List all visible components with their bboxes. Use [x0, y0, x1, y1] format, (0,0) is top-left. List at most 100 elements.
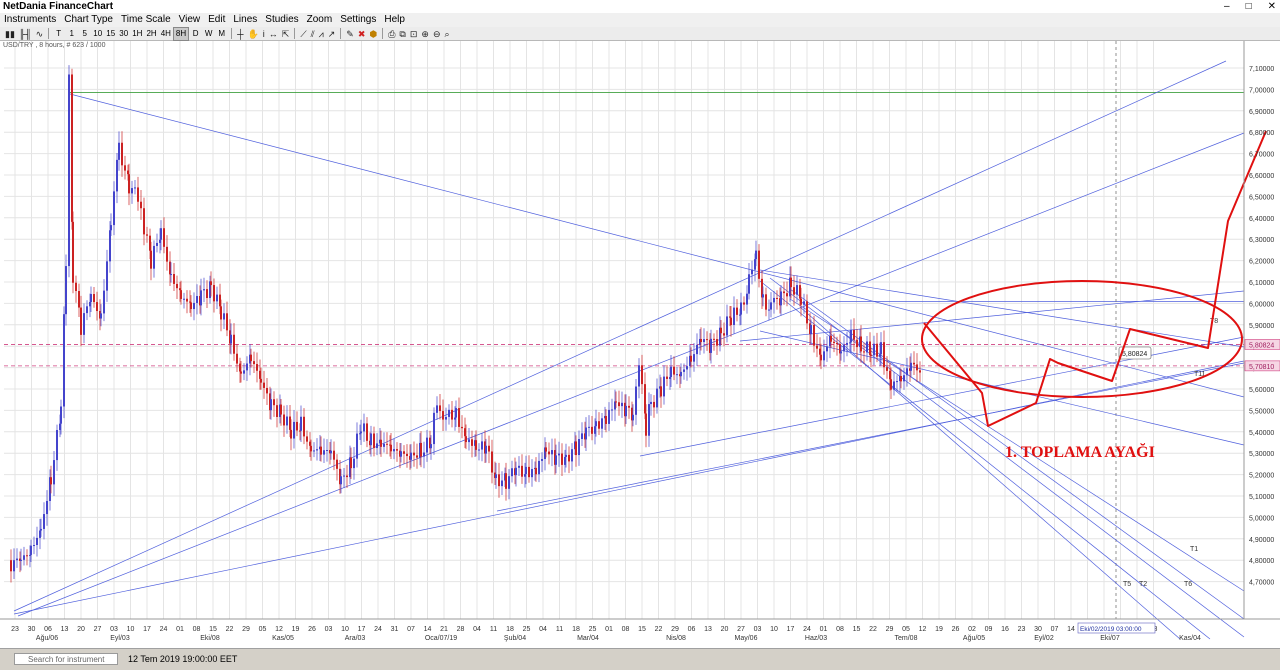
chart-area[interactable]: USD/TRY , 8 hours, # 623 / 1000 T8 T11 T1 T…	[0, 41, 1280, 648]
time-tick-label: 31	[391, 626, 399, 633]
trendline	[789, 288, 1245, 620]
annotation-label: 1. TOPLAMA AYAĞI	[1005, 442, 1155, 461]
candle-body	[209, 281, 211, 299]
menu-zoom[interactable]: Zoom	[306, 14, 333, 25]
hand-icon[interactable]: ✋	[247, 28, 259, 39]
candle-body	[568, 454, 570, 462]
candle-body	[839, 343, 841, 354]
candle-body	[575, 441, 577, 456]
candle-body	[870, 354, 872, 356]
menu-edit[interactable]: Edit	[208, 14, 226, 25]
timescale-2h[interactable]: 2H	[146, 28, 157, 38]
print-icon[interactable]: ⎙	[388, 28, 396, 39]
menu-settings[interactable]: Settings	[340, 14, 377, 25]
candle-body	[103, 290, 105, 314]
candle-body	[458, 408, 460, 427]
zoom-out-icon[interactable]: ⊖	[432, 28, 441, 39]
price-chart[interactable]: T8 T11 T1 T5 T2 T6 5,80824 1. TOPLAMA AYAĞI 7,…	[0, 41, 1280, 648]
channel-icon[interactable]: ⫽	[310, 28, 315, 39]
time-tick-label: 18	[572, 626, 580, 633]
line-type-icon[interactable]: ∿	[35, 28, 44, 39]
candle-body	[608, 409, 610, 424]
timescale-1h[interactable]: 1H	[132, 28, 143, 38]
menu-view[interactable]: View	[178, 14, 201, 25]
candle-body	[250, 354, 252, 362]
copy-icon[interactable]: ⧉	[399, 28, 406, 39]
candle-body	[919, 370, 921, 373]
time-tick-label: 29	[886, 626, 894, 633]
timescale-5[interactable]: 5	[82, 28, 87, 38]
menu-chart-type[interactable]: Chart Type	[64, 14, 113, 25]
time-tick-label: 29	[671, 626, 679, 633]
timescale-t[interactable]: T	[56, 28, 62, 38]
candle-body	[551, 450, 553, 455]
timescale-w[interactable]: W	[204, 28, 213, 38]
timescale-10[interactable]: 10	[93, 28, 103, 38]
time-tick-label: 14	[1067, 626, 1075, 633]
timescale-m[interactable]: M	[218, 28, 225, 38]
candle-body	[116, 159, 118, 192]
candle-body	[754, 259, 756, 270]
candle-body	[783, 291, 785, 294]
trendline	[13, 360, 1245, 615]
maximize-button[interactable]: □	[1245, 1, 1252, 12]
candle-body	[793, 287, 795, 295]
zoom-in-icon[interactable]: ⊕	[421, 28, 429, 39]
timescale-4h[interactable]: 4H	[160, 28, 171, 38]
candle-body	[910, 362, 912, 371]
timescale-8h[interactable]: 8H	[172, 26, 190, 41]
menu-studies[interactable]: Studies	[265, 14, 299, 25]
timescale-30[interactable]: 30	[119, 28, 129, 38]
candle-body	[173, 274, 175, 284]
candle-body	[680, 371, 682, 377]
timescale-1[interactable]: 1	[69, 28, 74, 38]
candle-body	[595, 421, 597, 427]
menu-help[interactable]: Help	[384, 14, 405, 25]
candle-body	[220, 306, 222, 320]
zoom-area-icon[interactable]: ⊡	[409, 28, 418, 39]
timescale-d[interactable]: D	[192, 28, 199, 38]
ray-icon[interactable]: ↗	[327, 28, 336, 39]
candle-body	[413, 452, 415, 456]
bar-type-icon[interactable]: ╟╢	[18, 28, 32, 39]
minimize-button[interactable]: –	[1224, 1, 1230, 12]
line-label: T5	[1123, 581, 1131, 588]
search-icon[interactable]: ⌕	[444, 28, 450, 39]
candle-body	[118, 142, 120, 160]
month-label: Nis/08	[666, 635, 686, 642]
candle-body	[436, 405, 438, 413]
time-tick-label: 07	[1051, 626, 1059, 633]
trendline-icon[interactable]: ⟋	[300, 28, 307, 39]
candle-body	[253, 361, 255, 365]
info-icon[interactable]: i	[262, 28, 265, 39]
stop-icon[interactable]: ⬢	[369, 28, 378, 39]
price-label: 6,80000	[1249, 130, 1274, 137]
pan-icon[interactable]: ↔	[268, 28, 278, 39]
candle-body	[216, 294, 218, 302]
close-button[interactable]: ✕	[1267, 1, 1276, 12]
price-label: 6,40000	[1249, 216, 1274, 223]
candle-body	[83, 313, 85, 335]
candle-body	[761, 278, 763, 298]
cursor-icon[interactable]: ⇱	[281, 28, 290, 39]
timescale-15[interactable]: 15	[106, 28, 116, 38]
menu-lines[interactable]: Lines	[233, 14, 258, 25]
status-bar: ⌕ Search for instrument 12 Tem 2019 19:0…	[0, 648, 1280, 670]
fan-icon[interactable]: ⩘	[318, 28, 324, 39]
crosshair-icon[interactable]: ┼	[237, 28, 244, 39]
candle-body	[128, 174, 130, 194]
candle-body	[26, 555, 28, 557]
delete-icon[interactable]: ✖	[357, 28, 366, 39]
time-tick-label: 05	[902, 626, 910, 633]
time-tick-label: 15	[638, 626, 646, 633]
candle-body	[653, 401, 655, 408]
candle-body	[545, 447, 547, 452]
menu-instruments[interactable]: Instruments	[4, 14, 57, 25]
instrument-search-input[interactable]: Search for instrument	[14, 653, 118, 665]
pencil-icon[interactable]: ✎	[346, 28, 354, 39]
menu-time-scale[interactable]: Time Scale	[120, 14, 171, 25]
candle-type-icon[interactable]: ▮▮	[5, 28, 15, 39]
time-tick-label: 20	[721, 626, 729, 633]
candle-body	[765, 294, 767, 310]
candle-body	[621, 402, 623, 407]
